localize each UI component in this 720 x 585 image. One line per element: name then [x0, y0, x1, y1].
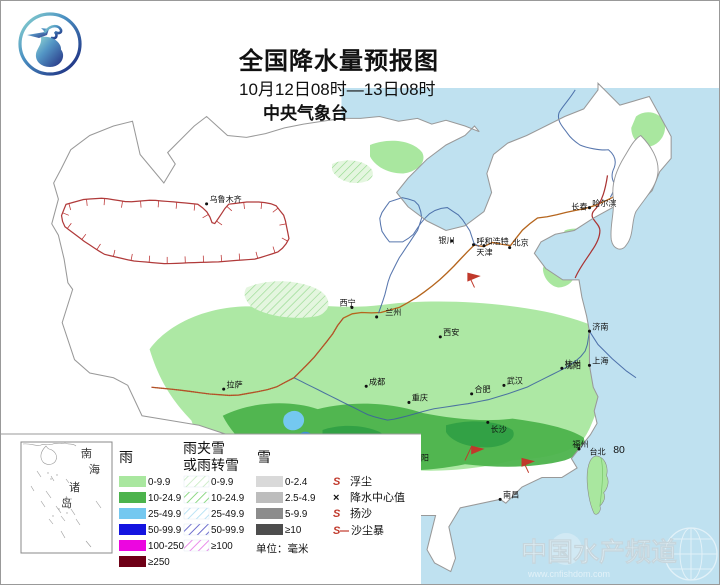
svg-text:10-24.9: 10-24.9 — [211, 493, 244, 504]
svg-text:或雨转雪: 或雨转雪 — [183, 457, 239, 473]
svg-text:25-49.9: 25-49.9 — [148, 509, 181, 520]
svg-text:0-2.4: 0-2.4 — [285, 477, 308, 488]
svg-text:沙尘暴: 沙尘暴 — [351, 524, 384, 537]
svg-text:≥250: ≥250 — [148, 557, 170, 568]
svg-text:雨夹雪: 雨夹雪 — [183, 440, 225, 456]
svg-text:雪: 雪 — [257, 449, 271, 465]
svg-text:岛: 岛 — [61, 496, 72, 510]
svg-text:S: S — [333, 476, 341, 488]
svg-text:诸: 诸 — [69, 481, 80, 494]
svg-text:0-9.9: 0-9.9 — [148, 477, 170, 488]
svg-text:雨: 雨 — [119, 449, 133, 465]
svg-text:≥100: ≥100 — [211, 541, 233, 552]
svg-text:5-9.9: 5-9.9 — [285, 509, 307, 520]
svg-text:单位：毫米: 单位：毫米 — [256, 542, 309, 555]
svg-text:×: × — [333, 492, 339, 504]
svg-text:浮尘: 浮尘 — [350, 475, 372, 488]
svg-text:降水中心值: 降水中心值 — [350, 490, 405, 504]
svg-text:2.5-4.9: 2.5-4.9 — [285, 493, 316, 504]
svg-text:50-99.9: 50-99.9 — [211, 525, 244, 536]
svg-text:S: S — [333, 525, 341, 537]
svg-text:0-9.9: 0-9.9 — [211, 477, 233, 488]
svg-text:扬沙: 扬沙 — [350, 506, 372, 520]
svg-text:100-250: 100-250 — [148, 541, 185, 552]
svg-text:南: 南 — [81, 447, 92, 460]
svg-text:50-99.9: 50-99.9 — [148, 525, 181, 536]
svg-text:≥10: ≥10 — [285, 525, 302, 536]
svg-text:10-24.9: 10-24.9 — [148, 493, 181, 504]
svg-text:S: S — [333, 508, 341, 520]
svg-text:25-49.9: 25-49.9 — [211, 509, 244, 520]
